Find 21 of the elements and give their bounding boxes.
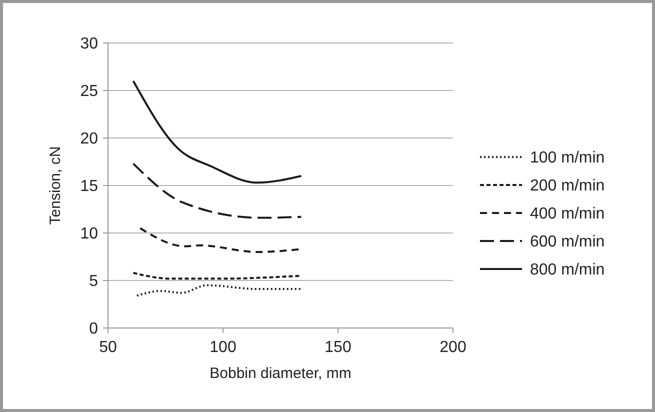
line-series [136, 284, 302, 297]
line-series [132, 80, 302, 184]
x-tick-label: 100 [210, 339, 236, 356]
y-tick-label: 10 [80, 226, 98, 242]
line-series [132, 162, 302, 219]
x-axis-title: Bobbin diameter, mm [210, 365, 352, 382]
legend-label: 200 m/min [530, 178, 605, 194]
x-tick-label: 50 [99, 339, 117, 356]
y-tick-label: 25 [80, 83, 98, 100]
y-tick-label: 5 [89, 273, 98, 290]
legend-label: 100 m/min [530, 150, 605, 166]
legend-label: 600 m/min [530, 234, 605, 250]
y-axis-title: Tension, cN [47, 146, 64, 225]
x-tick-label: 200 [440, 339, 466, 356]
legend-label: 400 m/min [530, 206, 605, 222]
y-tick-label: 0 [89, 320, 98, 338]
y-tick-label: 30 [80, 36, 98, 52]
y-tick-label: 15 [80, 178, 98, 195]
x-tick-label: 150 [324, 339, 352, 356]
legend-label: 800 m/min [530, 262, 605, 278]
y-tick-label: 20 [80, 130, 98, 148]
